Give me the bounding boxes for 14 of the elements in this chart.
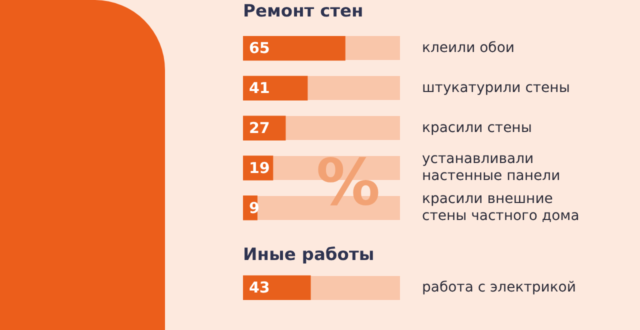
y-tick-label: красили внешние стены частного дома xyxy=(422,191,580,224)
y-tick-label: штукатурили стены xyxy=(422,80,570,96)
annotation: Иные работы xyxy=(243,245,374,266)
data-label: 19 xyxy=(249,158,270,177)
data-label: 27 xyxy=(249,119,270,138)
data-label: 65 xyxy=(249,39,270,58)
annotation: % xyxy=(316,146,380,221)
y-tick-label: устанавливали настенные панели xyxy=(422,151,560,184)
chart-title: Ремонт стен xyxy=(243,2,364,22)
y-tick-label: работа с электрикой xyxy=(422,279,576,296)
data-label: 43 xyxy=(249,278,270,297)
y-tick-label: клеили обои xyxy=(422,40,514,56)
data-label: 41 xyxy=(249,79,270,98)
y-tick-label: красили стены xyxy=(422,120,532,136)
